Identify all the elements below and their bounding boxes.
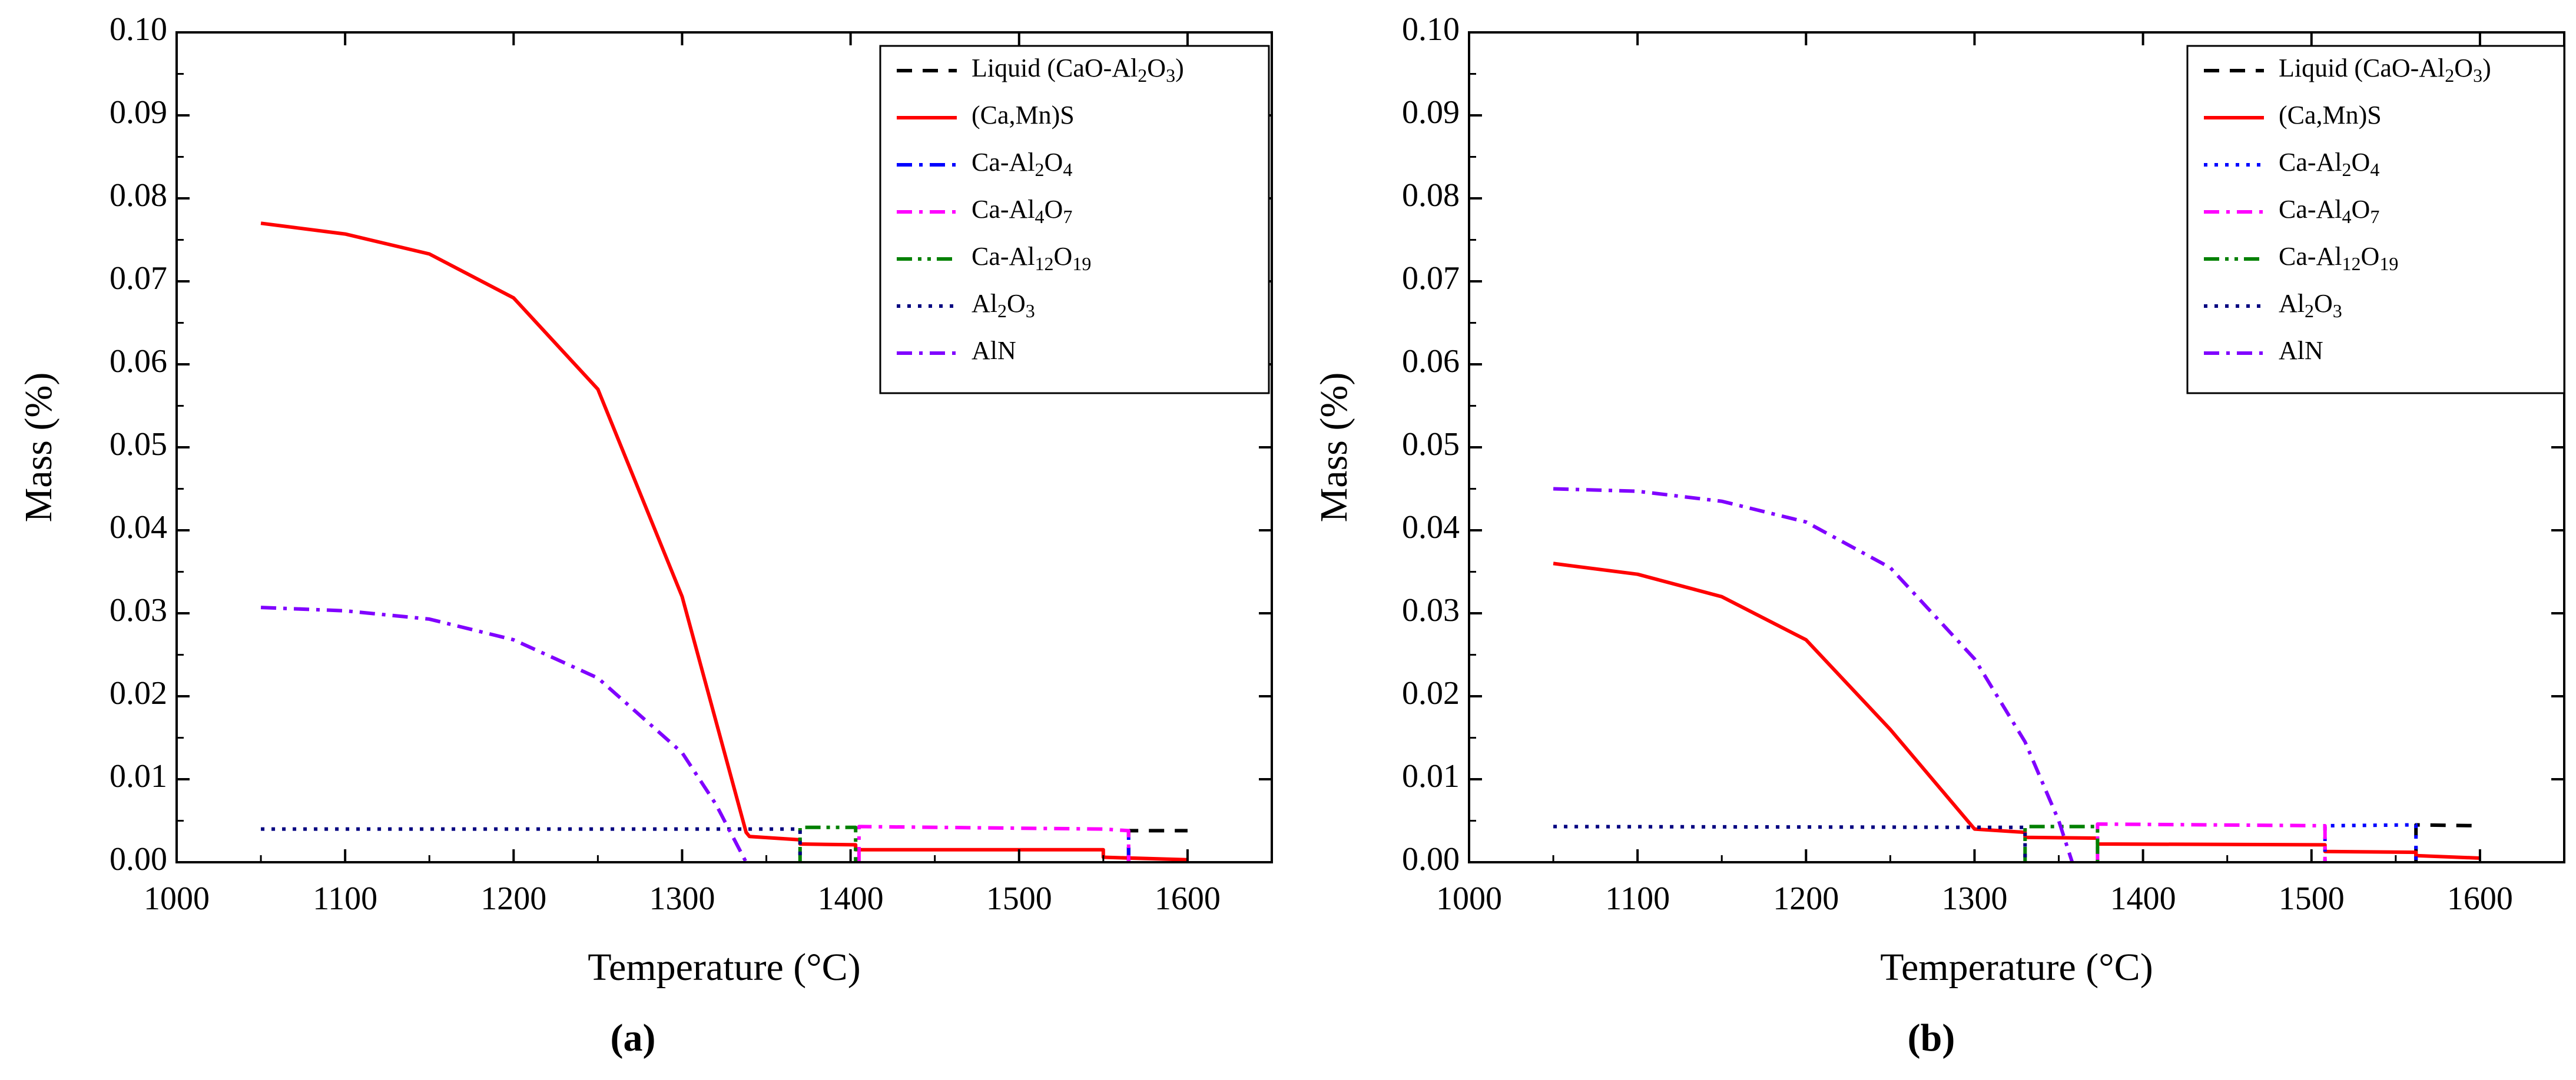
legend-label: AlN: [972, 336, 1016, 365]
legend-label: Al2O3: [972, 289, 1035, 321]
legend-label: AlN: [2279, 336, 2323, 365]
y-tick-label: 0.05: [110, 426, 167, 463]
legend-label: Ca-Al12O19: [972, 242, 1091, 274]
x-tick-label: 1100: [1605, 880, 1670, 917]
y-tick-label: 0.06: [1402, 343, 1460, 380]
y-tick-label: 0.08: [1402, 177, 1460, 214]
panel-a-caption: (a): [611, 1016, 656, 1059]
x-tick-label: 1200: [480, 880, 546, 917]
series-line-ca-al4o7: [857, 825, 1130, 862]
y-tick-label: 0.02: [110, 675, 167, 712]
y-tick-label: 0.04: [1402, 509, 1460, 546]
legend-label: Liquid (CaO-Al2O3): [2279, 54, 2491, 86]
legend-label: Al2O3: [2279, 289, 2342, 321]
y-tick-label: 0.03: [110, 592, 167, 629]
x-tick-label: 1300: [1941, 880, 2007, 917]
y-axis-label: Mass (%): [1312, 373, 1355, 523]
series-line-ca-al12o19: [798, 825, 858, 862]
x-tick-label: 1500: [2279, 880, 2345, 917]
y-tick-label: 0.05: [1402, 426, 1460, 463]
x-tick-label: 1600: [2447, 880, 2513, 917]
x-tick-label: 1400: [818, 880, 884, 917]
y-tick-label: 0.10: [110, 11, 167, 48]
y-tick-label: 0.00: [1402, 841, 1460, 878]
legend-label: (Ca,Mn)S: [2279, 101, 2382, 129]
panel-b-caption: (b): [1908, 1016, 1955, 1059]
legend-label: Ca-Al2O4: [972, 148, 1072, 180]
legend-label: Ca-Al12O19: [2279, 242, 2398, 274]
x-axis-label: Temperature (°C): [1880, 946, 2153, 989]
series-line-aln: [260, 606, 748, 863]
y-tick-label: 0.09: [1402, 94, 1460, 131]
series-group: [1553, 487, 2481, 863]
x-tick-label: 1300: [649, 880, 715, 917]
y-tick-label: 0.00: [110, 841, 167, 878]
x-tick-label: 1200: [1773, 880, 1839, 917]
y-tick-label: 0.07: [1402, 260, 1460, 297]
legend-label: (Ca,Mn)S: [972, 101, 1075, 129]
x-tick-label: 1000: [1436, 880, 1502, 917]
y-tick-label: 0.02: [1402, 675, 1460, 712]
legend-label: Liquid (CaO-Al2O3): [972, 54, 1184, 86]
y-tick-label: 0.01: [1402, 758, 1460, 795]
series-line--ca-mn-s: [260, 221, 1188, 862]
y-tick-label: 0.04: [110, 509, 167, 546]
y-tick-label: 0.07: [110, 260, 167, 297]
y-axis-label: Mass (%): [17, 373, 60, 523]
legend-label: Ca-Al4O7: [972, 195, 1072, 227]
x-tick-label: 1100: [313, 880, 377, 917]
x-tick-label: 1000: [144, 880, 210, 917]
y-tick-label: 0.06: [110, 343, 167, 380]
legend-label: Ca-Al2O4: [2279, 148, 2379, 180]
legend-box: [2186, 45, 2565, 394]
y-tick-label: 0.09: [110, 94, 167, 131]
x-tick-label: 1400: [2110, 880, 2176, 917]
x-tick-label: 1500: [986, 880, 1052, 917]
y-tick-label: 0.08: [110, 177, 167, 214]
y-tick-label: 0.01: [110, 758, 167, 795]
legend: Liquid (CaO-Al2O3) (Ca,Mn)S Ca-Al2O4 Ca-Al4…: [879, 45, 1270, 394]
series-line-aln: [1553, 487, 2074, 863]
panel-b-chart: 1000 1100 1200 1300 1400 1500 1600 0.00 0.01 0.02…: [1312, 11, 2565, 989]
y-tick-label: 0.03: [1402, 592, 1460, 629]
legend-label: Ca-Al4O7: [2279, 195, 2379, 227]
series-line--ca-mn-s: [1553, 561, 2481, 860]
legend: Liquid (CaO-Al2O3) (Ca,Mn)S Ca-Al2O4 Ca-Al4…: [2186, 45, 2565, 394]
x-axis-label: Temperature (°C): [588, 946, 860, 989]
panel-a-chart: 1000 1100 1200 1300 1400 1500 1600 0.00 0.01 0.02…: [17, 11, 1273, 989]
x-tick-label: 1600: [1155, 880, 1221, 917]
series-group: [260, 221, 1188, 863]
legend-box: [879, 45, 1270, 394]
y-tick-label: 0.10: [1402, 11, 1460, 48]
